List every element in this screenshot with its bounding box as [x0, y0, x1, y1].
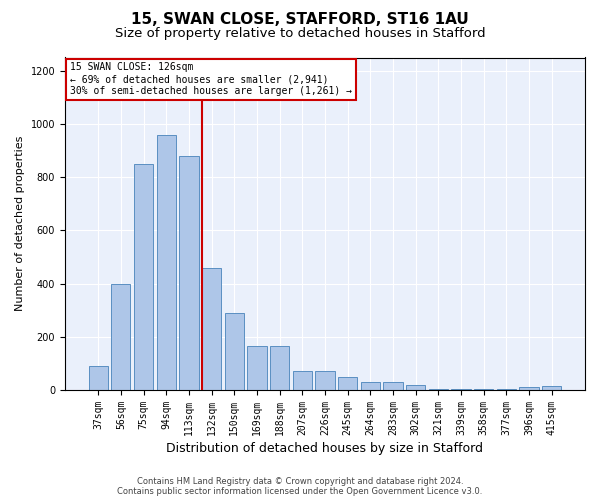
Bar	[428, 389, 448, 390]
Bar	[134, 164, 153, 390]
Bar	[202, 268, 221, 390]
Bar	[247, 346, 266, 390]
Bar	[474, 389, 493, 390]
Bar	[361, 382, 380, 390]
Bar	[497, 389, 516, 390]
Bar	[383, 382, 403, 390]
Bar	[179, 156, 199, 390]
Bar	[89, 366, 108, 390]
Y-axis label: Number of detached properties: Number of detached properties	[15, 136, 25, 312]
Bar	[520, 388, 539, 390]
Bar	[224, 313, 244, 390]
Bar	[542, 386, 562, 390]
Bar	[406, 385, 425, 390]
Text: Contains HM Land Registry data © Crown copyright and database right 2024.
Contai: Contains HM Land Registry data © Crown c…	[118, 476, 482, 496]
Bar	[451, 389, 470, 390]
Bar	[157, 134, 176, 390]
Bar	[270, 346, 289, 390]
Text: Size of property relative to detached houses in Stafford: Size of property relative to detached ho…	[115, 28, 485, 40]
Bar	[338, 377, 357, 390]
Bar	[316, 372, 335, 390]
Text: 15 SWAN CLOSE: 126sqm
← 69% of detached houses are smaller (2,941)
30% of semi-d: 15 SWAN CLOSE: 126sqm ← 69% of detached …	[70, 62, 352, 96]
Bar	[293, 372, 312, 390]
Text: 15, SWAN CLOSE, STAFFORD, ST16 1AU: 15, SWAN CLOSE, STAFFORD, ST16 1AU	[131, 12, 469, 28]
Bar	[111, 284, 130, 390]
X-axis label: Distribution of detached houses by size in Stafford: Distribution of detached houses by size …	[166, 442, 484, 455]
